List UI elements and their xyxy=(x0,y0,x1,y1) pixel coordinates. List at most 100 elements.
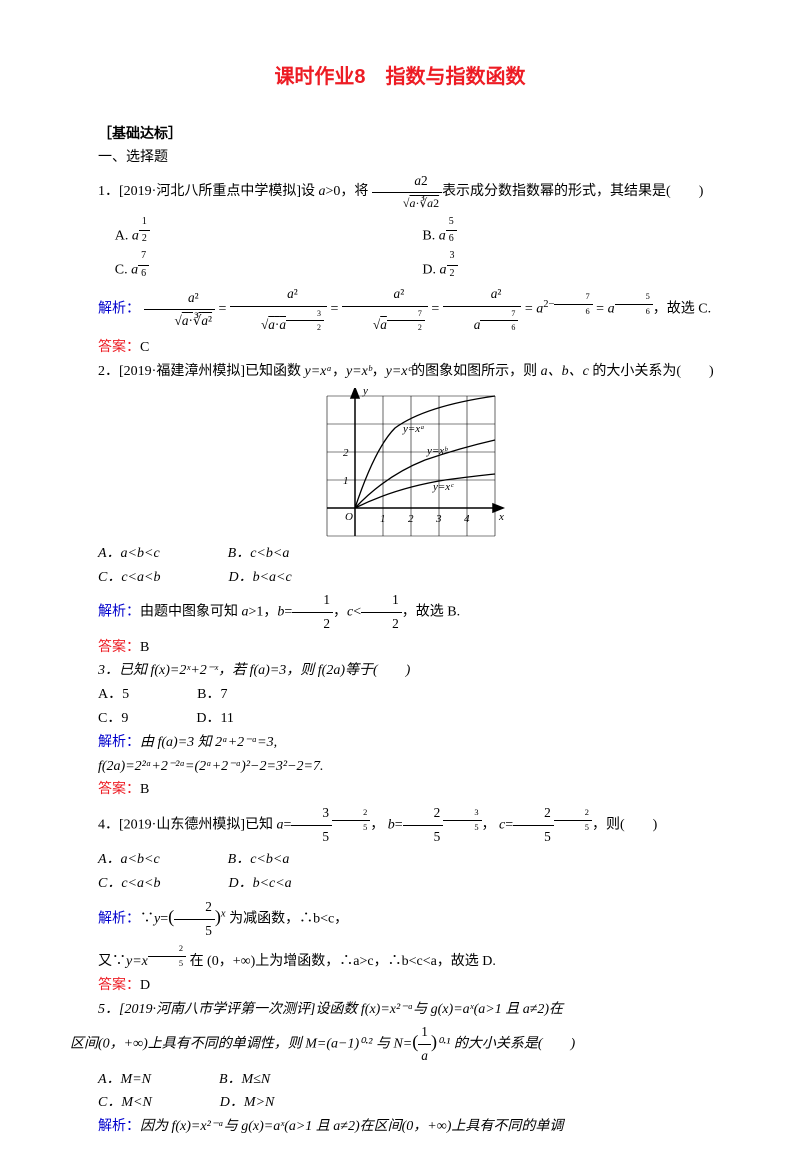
q2-C: C．c<a<b xyxy=(70,566,160,590)
q3-ans: 答案：B xyxy=(70,778,730,802)
q3-exp-l1: 由 f(a)=3 知 2ᵃ+2⁻ᵃ=3, xyxy=(140,735,277,750)
q5-exp: 解析：因为 f(x)=x²⁻ᵃ与 g(x)=aˣ(a>1 且 a≠2)在区间(0… xyxy=(70,1115,730,1139)
q4-exp1: 解析：∵y=(25)x 为减函数，∴b<c， xyxy=(70,896,730,942)
q5: 5．[2019·河南八市学评第一次测评]设函数 f(x)=x²⁻ᵃ与 g(x)=… xyxy=(70,998,730,1139)
q3-stem: 3．已知 f(x)=2ˣ+2⁻ˣ，若 f(a)=3，则 f(2a)等于( ) xyxy=(70,659,730,683)
q3-B: B．7 xyxy=(169,683,227,707)
q3-exp1: 解析：由 f(a)=3 知 2ᵃ+2⁻ᵃ=3, xyxy=(70,731,730,755)
q5-stem-c: ⁰·¹ 的大小关系是( ) xyxy=(437,1037,575,1052)
exp-label: 解析： xyxy=(98,735,140,750)
q1-A: A. xyxy=(115,228,129,243)
q1-stem-b: ，将 xyxy=(340,184,368,199)
q2-stem-c: 的大小关系为( ) xyxy=(592,364,713,379)
q5-stem-b: 区间(0，+∞)上具有不同的单调性，则 M=(a−1)⁰·² 与 N= xyxy=(70,1037,412,1052)
q2-exp-a: 由题中图象可知 xyxy=(140,605,242,620)
q1: 1．[2019·河北八所重点中学模拟]设 a>0，将 a2 √a·∛a2 表示成… xyxy=(70,170,730,360)
q1-ans-v: C xyxy=(140,340,149,355)
exp-label: 解析： xyxy=(98,302,140,317)
q2: 2．[2019·福建漳州模拟]已知函数 y=xᵃ，y=xᵇ，y=xᶜ的图象如图所… xyxy=(70,360,730,659)
q4-C: C．c<a<b xyxy=(70,872,160,896)
q4: 4．[2019·山东德州模拟]已知 a=3525， b=2535， c=2525… xyxy=(70,802,730,997)
q4-stem-a: 4．[2019·山东德州模拟]已知 xyxy=(98,818,277,833)
q5-C: C．M<N xyxy=(70,1091,152,1115)
q4-exp2: 又∵y=x25 在 (0，+∞)上为增函数，∴a>c，∴b<c<a，故选 D. xyxy=(70,942,730,974)
q2-exp-b: ，故选 B. xyxy=(402,605,460,620)
q5-D: D．M>N xyxy=(192,1091,275,1115)
section-basic: ［基础达标］ xyxy=(70,122,730,146)
q4-exp1-a: ∵ xyxy=(140,911,154,926)
svg-text:2: 2 xyxy=(408,513,414,525)
ans-label: 答案： xyxy=(98,640,140,655)
q3-opts-1: A．5 B．7 xyxy=(70,683,730,707)
q3-C: C．9 xyxy=(70,707,128,731)
svg-text:y: y xyxy=(362,388,368,397)
q1-stem-c: 表示成分数指数幂的形式，其结果是( ) xyxy=(442,184,703,199)
q2-A: A．a<b<c xyxy=(70,542,160,566)
ans-label: 答案： xyxy=(98,340,140,355)
ans-label: 答案： xyxy=(98,978,140,993)
q4-opts-2: C．c<a<b D．b<c<a xyxy=(70,872,730,896)
q2-graph: Oy x 1 2 3 4 1 2 y=xᵃy=xᵇ y=xᶜ xyxy=(295,388,505,538)
q4-exp2-a: 又∵ xyxy=(98,954,126,969)
svg-text:2: 2 xyxy=(343,447,349,459)
q2-stem-b: 的图象如图所示，则 xyxy=(411,364,541,379)
svg-text:O: O xyxy=(345,511,353,523)
ans-label: 答案： xyxy=(98,782,140,797)
q1-stem: 1．[2019·河北八所重点中学模拟]设 a>0，将 a2 √a·∛a2 表示成… xyxy=(70,170,730,214)
q1-B: B. xyxy=(422,228,435,243)
q4-exp2-b: 在 (0，+∞)上为增函数，∴a>c，∴b<c<a，故选 D. xyxy=(186,954,496,969)
q4-opts-1: A．a<b<c B．c<b<a xyxy=(70,848,730,872)
q5-B: B．M≤N xyxy=(191,1068,270,1092)
q4-A: A．a<b<c xyxy=(70,848,160,872)
svg-text:4: 4 xyxy=(464,513,470,525)
q5-opts-2: C．M<N D．M>N xyxy=(70,1091,730,1115)
q1-D: D. xyxy=(422,263,436,278)
q3: 3．已知 f(x)=2ˣ+2⁻ˣ，若 f(a)=3，则 f(2a)等于( ) A… xyxy=(70,659,730,802)
q2-ans-v: B xyxy=(140,640,149,655)
svg-text:x: x xyxy=(498,511,504,523)
q4-stem-b: ，则( ) xyxy=(592,818,657,833)
q1-opts-1: A. a12 B. a56 xyxy=(115,214,730,249)
q4-B: B．c<b<a xyxy=(200,848,290,872)
q2-exp: 解析：由题中图象可知 a>1，b=12，c<12，故选 B. xyxy=(70,589,730,635)
svg-text:y=xᶜ: y=xᶜ xyxy=(432,481,454,493)
q4-ans: 答案：D xyxy=(70,974,730,998)
svg-text:1: 1 xyxy=(343,475,349,487)
q3-opts-2: C．9 D．11 xyxy=(70,707,730,731)
section-choice: 一、选择题 xyxy=(70,146,730,170)
q4-D: D．b<c<a xyxy=(200,872,291,896)
q1-opts-2: C. a76 D. a32 xyxy=(115,248,730,283)
svg-text:3: 3 xyxy=(435,513,442,525)
exp-label: 解析： xyxy=(98,911,140,926)
q5-opts-1: A．M=N B．M≤N xyxy=(70,1068,730,1092)
q3-A: A．5 xyxy=(70,683,129,707)
svg-text:y=xᵃ: y=xᵃ xyxy=(402,423,425,435)
page-title: 课时作业8 指数与指数函数 xyxy=(70,60,730,94)
svg-text:y=xᵇ: y=xᵇ xyxy=(426,445,448,457)
q2-stem-a: 2．[2019·福建漳州模拟]已知函数 xyxy=(98,364,305,379)
var-a: a xyxy=(319,184,326,199)
q2-ans: 答案：B xyxy=(70,636,730,660)
q2-opts-1: A．a<b<c B．c<b<a xyxy=(70,542,730,566)
q5-stem-a: 5．[2019·河南八市学评第一次测评]设函数 f(x)=x²⁻ᵃ与 g(x)=… xyxy=(70,998,730,1022)
q3-ans-v: B xyxy=(140,782,149,797)
q2-stem: 2．[2019·福建漳州模拟]已知函数 y=xᵃ，y=xᵇ，y=xᶜ的图象如图所… xyxy=(70,360,730,384)
q2-B: B．c<b<a xyxy=(200,542,290,566)
q2-D: D．b<a<c xyxy=(200,566,291,590)
q5-A: A．M=N xyxy=(70,1068,151,1092)
q1-C: C. xyxy=(115,263,128,278)
q2-opts-2: C．c<a<b D．b<a<c xyxy=(70,566,730,590)
q4-ans-v: D xyxy=(140,978,150,993)
svg-text:1: 1 xyxy=(380,513,386,525)
q3-exp-l2: f(2a)=2²ᵃ+2⁻²ᵃ=(2ᵃ+2⁻ᵃ)²−2=3²−2=7. xyxy=(70,755,730,779)
q1-frac-main: a2 √a·∛a2 xyxy=(372,170,442,214)
q1-exp: 解析： a²√a·∛a² = a²√a·a32 = a²√a72 = a²a76… xyxy=(70,283,730,336)
q4-stem: 4．[2019·山东德州模拟]已知 a=3525， b=2535， c=2525… xyxy=(70,802,730,848)
q1-stem-a: 1．[2019·河北八所重点中学模拟]设 xyxy=(98,184,315,199)
q5-stem-line2: 区间(0，+∞)上具有不同的单调性，则 M=(a−1)⁰·² 与 N=(1a)⁰… xyxy=(70,1021,730,1067)
exp-label: 解析： xyxy=(98,605,140,620)
q3-D: D．11 xyxy=(168,707,234,731)
q4-exp1-b: 为减函数，∴b<c， xyxy=(226,911,349,926)
q1-exp-tail: ，故选 C. xyxy=(653,302,711,317)
q1-ans: 答案：C xyxy=(70,336,730,360)
